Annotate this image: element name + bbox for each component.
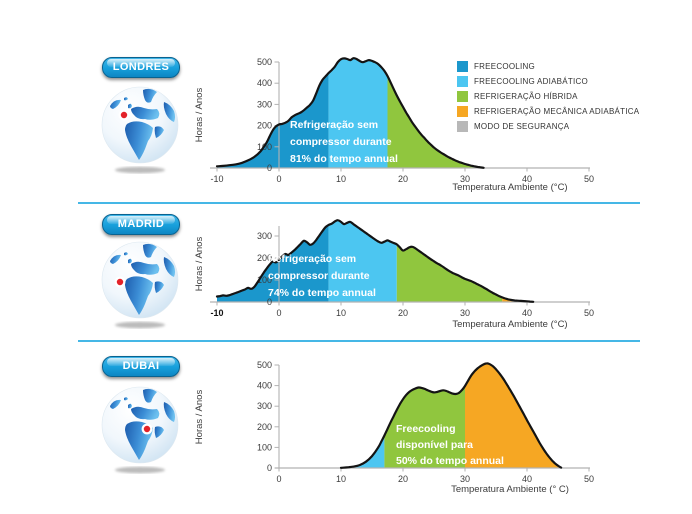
y-tick-label: 500 xyxy=(257,57,272,67)
globe-londres xyxy=(100,84,180,176)
x-tick-label: 40 xyxy=(522,174,532,184)
x-tick-label: 30 xyxy=(460,174,470,184)
x-tick-label: 50 xyxy=(584,174,594,184)
y-axis-title: Horas / Anos xyxy=(194,88,205,143)
distribution-curve xyxy=(215,57,485,169)
y-tick-label: 100 xyxy=(257,275,272,285)
y-tick-label: 200 xyxy=(257,422,272,432)
area-refrigeracao-hibrida xyxy=(396,244,503,302)
annotation-line: 74% do tempo annual xyxy=(268,287,376,299)
city-label-londres: LONDRES xyxy=(102,57,180,78)
x-tick-label: 40 xyxy=(522,474,532,484)
area-freecooling-adiabatico xyxy=(328,220,397,302)
city-label-dubai: DUBAI xyxy=(102,356,180,377)
area-freecooling xyxy=(217,73,329,168)
city-marker-londres xyxy=(118,109,130,121)
y-tick-label: 0 xyxy=(267,463,272,473)
legend-swatch xyxy=(457,61,468,72)
annotation-line: Refrigeração sem xyxy=(268,253,356,265)
annotation-line: 50% do tempo annual xyxy=(396,455,504,467)
x-tick-label: 0 xyxy=(276,474,281,484)
annotation-line: Refrigeração sem xyxy=(290,119,378,131)
legend-item-3: REFRIGERAÇÃO MECÂNICA ADIABÁTICA xyxy=(457,106,639,117)
legend-swatch xyxy=(457,106,468,117)
x-tick-label: 20 xyxy=(398,174,408,184)
y-tick-label: 200 xyxy=(257,253,272,263)
section-divider xyxy=(78,340,640,342)
city-marker-madrid xyxy=(114,276,126,288)
x-tick-label: 20 xyxy=(398,308,408,318)
x-tick-label: 10 xyxy=(336,174,346,184)
area-freecooling-adiabatico xyxy=(341,435,385,468)
area-refrigeracao-hibrida xyxy=(384,386,465,468)
x-tick-label: 50 xyxy=(584,308,594,318)
y-axis-title: Horas / Anos xyxy=(194,237,205,292)
y-tick-label: 300 xyxy=(257,99,272,109)
x-axis-title: Temperatura Ambiente (° C) xyxy=(451,484,569,495)
legend-label: MODO DE SEGURANÇA xyxy=(474,122,570,131)
x-axis-title: Temperatura Ambiente (°C) xyxy=(452,319,567,330)
y-tick-label: 400 xyxy=(257,78,272,88)
legend-item-1: FREECOOLING ADIABÁTICO xyxy=(457,76,639,87)
x-tick-label: 50 xyxy=(584,474,594,484)
x-tick-label: 30 xyxy=(460,308,470,318)
x-tick-label: 10 xyxy=(336,308,346,318)
globe-madrid xyxy=(100,239,180,331)
y-axis-title: Horas / Anos xyxy=(194,390,205,445)
area-refrigeracao-mecanica-adiabatica xyxy=(502,297,534,302)
legend-swatch xyxy=(457,121,468,132)
y-tick-label: 300 xyxy=(257,401,272,411)
area-refrigeracao-mecanica-adiabatica xyxy=(465,363,562,468)
city-label-text: MADRID xyxy=(117,218,165,230)
section-divider xyxy=(78,202,640,204)
y-tick-label: 200 xyxy=(257,121,272,131)
annotation-line: compressor durante xyxy=(290,136,392,148)
city-label-text: LONDRES xyxy=(112,61,170,73)
area-refrigeracao-hibrida xyxy=(387,76,484,168)
city-marker-dubai xyxy=(141,423,153,435)
legend-swatch xyxy=(457,91,468,102)
legend-label: FREECOOLING ADIABÁTICO xyxy=(474,77,588,86)
y-tick-label: 400 xyxy=(257,381,272,391)
annotation-line: disponível para xyxy=(396,439,473,451)
annotation-line: Freecooling xyxy=(396,423,456,435)
x-tick-label: 0 xyxy=(276,308,281,318)
y-tick-label: 0 xyxy=(267,297,272,307)
x-axis-title: Temperatura Ambiente (°C) xyxy=(452,182,567,193)
legend-label: REFRIGERAÇÃO HÍBRIDA xyxy=(474,92,578,101)
distribution-curve xyxy=(339,362,563,469)
x-tick-label: 30 xyxy=(460,474,470,484)
x-tick-label: 0 xyxy=(276,174,281,184)
legend-label: FREECOOLING xyxy=(474,62,535,71)
y-tick-label: 0 xyxy=(267,163,272,173)
chart-madrid: 0 100 200 300 -10 0 10 20 30 40 50 Temperatura Ambi… xyxy=(194,219,594,330)
city-label-madrid: MADRID xyxy=(102,214,180,235)
x-tick-label: 40 xyxy=(522,308,532,318)
area-freecooling-adiabatico xyxy=(328,58,388,168)
legend: FREECOOLING FREECOOLING ADIABÁTICO REFRIGE… xyxy=(457,61,639,136)
x-tick-label: -10 xyxy=(210,174,223,184)
distribution-curve xyxy=(215,219,535,303)
globe-dubai xyxy=(100,384,180,476)
chart-dubai: 0 100 200 300 400 500 0 10 20 30 40 50 Temperatura A… xyxy=(194,360,594,495)
legend-swatch xyxy=(457,76,468,87)
annotation-line: compressor durante xyxy=(268,270,370,282)
legend-item-2: REFRIGERAÇÃO HÍBRIDA xyxy=(457,91,639,102)
y-tick-label: 300 xyxy=(257,231,272,241)
legend-label: REFRIGERAÇÃO MECÂNICA ADIABÁTICA xyxy=(474,107,640,116)
x-tick-label: 20 xyxy=(398,474,408,484)
legend-item-4: MODO DE SEGURANÇA xyxy=(457,121,639,132)
legend-item-0: FREECOOLING xyxy=(457,61,639,72)
x-tick-label: -10 xyxy=(210,308,223,318)
city-label-text: DUBAI xyxy=(122,360,160,372)
x-tick-label: 10 xyxy=(336,474,346,484)
annotation-line: 81% do tempo annual xyxy=(290,153,398,165)
y-tick-label: 100 xyxy=(257,442,272,452)
y-tick-label: 500 xyxy=(257,360,272,370)
